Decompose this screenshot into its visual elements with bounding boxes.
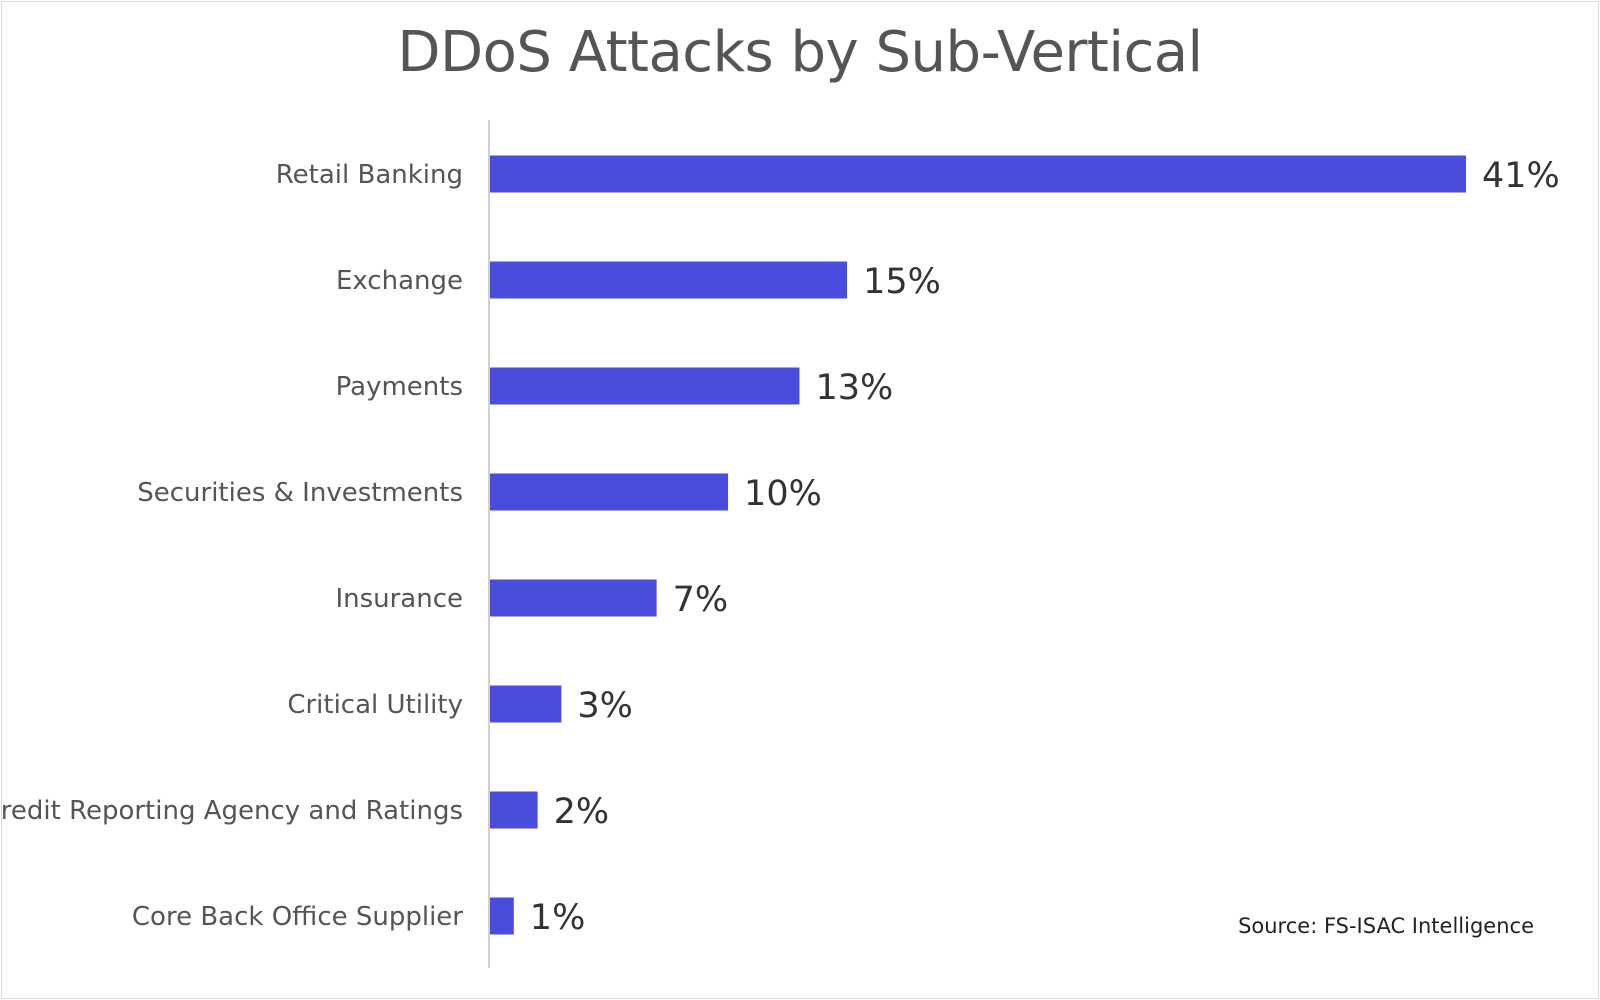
category-label: Securities & Investments [137,478,463,508]
category-label: Insurance [335,584,463,614]
bar [490,473,729,511]
category-label: Retail Banking [276,160,463,190]
bar [490,579,657,617]
data-label: 15% [863,262,941,302]
chart-title: DDoS Attacks by Sub-Vertical [397,20,1203,85]
data-label: 10% [744,474,822,514]
data-label: 3% [577,686,633,726]
data-label: 41% [1482,156,1560,196]
bar [490,897,514,935]
bar [490,367,800,405]
bar [490,155,1466,193]
data-label: 1% [530,898,586,938]
category-label: Credit Reporting Agency and Ratings [0,796,463,826]
category-label: Core Back Office Supplier [132,902,463,932]
data-label: 7% [673,580,729,620]
data-label: 2% [554,792,610,832]
bar [490,685,562,723]
category-label: Payments [336,372,463,402]
category-label: Exchange [336,266,463,296]
bar [490,261,848,299]
category-label: Critical Utility [287,690,463,720]
source-note: Source: FS-ISAC Intelligence [1238,914,1534,938]
data-label: 13% [815,368,893,408]
bar [490,791,538,829]
